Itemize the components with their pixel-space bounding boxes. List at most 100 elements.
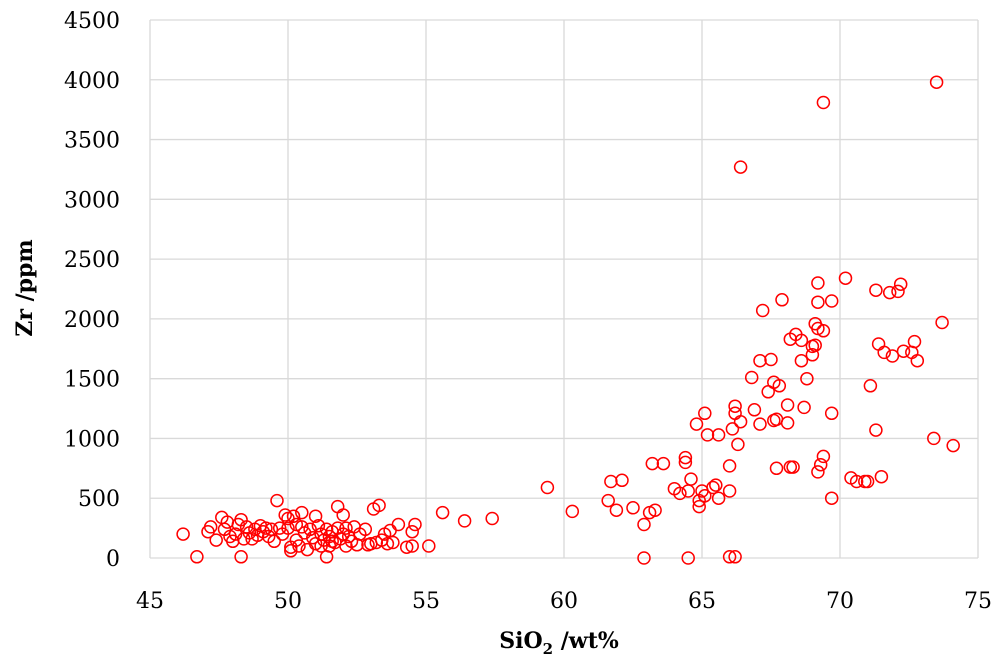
data-point (609, 503, 624, 517)
data-point (816, 324, 831, 338)
data-point (281, 521, 295, 535)
data-point (753, 353, 767, 368)
data-point (601, 493, 615, 508)
data-point (681, 484, 695, 498)
data-point (747, 403, 762, 417)
data-point (190, 550, 204, 564)
data-point (615, 473, 629, 488)
data-point (457, 514, 472, 528)
data-point (786, 460, 800, 474)
data-point (709, 478, 723, 492)
data-point (358, 522, 373, 537)
data-point (684, 472, 698, 486)
y-tick-label: 2500 (64, 248, 120, 273)
y-tick-label: 1500 (64, 368, 120, 393)
data-point (435, 505, 450, 520)
y-tick-label: 2000 (64, 308, 120, 333)
data-point (783, 460, 798, 474)
data-point (882, 285, 897, 300)
data-point (678, 455, 693, 470)
x-axis-title-unit: /wt% (553, 628, 619, 654)
data-point (811, 295, 825, 309)
data-point (408, 517, 422, 532)
data-point (272, 521, 287, 535)
data-point (295, 505, 309, 520)
y-tick-label: 500 (78, 487, 120, 512)
data-point (678, 450, 693, 465)
data-point (813, 457, 828, 472)
data-points (176, 75, 960, 565)
data-point (209, 533, 223, 547)
data-point (700, 428, 715, 442)
data-point (838, 271, 853, 285)
x-tick-label: 75 (964, 589, 992, 614)
data-point (711, 428, 726, 442)
data-point (755, 303, 770, 318)
data-point (907, 334, 922, 349)
data-point (728, 406, 742, 421)
data-point (292, 539, 306, 553)
data-point (858, 474, 872, 489)
data-point (877, 345, 891, 360)
y-tick-label: 0 (106, 547, 120, 572)
data-point (303, 522, 317, 537)
data-point (698, 406, 712, 421)
data-point (728, 399, 742, 413)
data-point (816, 95, 831, 110)
data-point (289, 533, 304, 547)
data-point (860, 474, 875, 489)
data-point (874, 469, 889, 484)
data-point (863, 379, 878, 393)
data-point (681, 551, 695, 565)
data-point (626, 501, 640, 515)
data-point (808, 338, 822, 352)
data-point (722, 459, 737, 473)
data-point (485, 511, 499, 526)
data-point (744, 370, 759, 385)
data-point (689, 417, 704, 431)
data-point (722, 550, 737, 564)
data-point (869, 283, 883, 297)
x-axis-title-subscript: 2 (543, 640, 553, 658)
data-point (648, 503, 662, 517)
data-point (800, 371, 814, 386)
data-point (399, 540, 414, 554)
y-tick-label: 4500 (64, 9, 120, 34)
data-point (604, 474, 618, 489)
data-point (386, 535, 400, 550)
data-point (775, 293, 789, 307)
data-point (824, 491, 839, 505)
x-tick-label: 55 (412, 589, 440, 614)
y-tick-label: 4000 (64, 69, 120, 94)
data-point (405, 524, 419, 539)
data-point (637, 551, 651, 565)
x-axis-tick-labels: 45 50 55 60 65 70 75 (136, 589, 992, 614)
data-point (893, 277, 908, 291)
data-point (731, 437, 745, 452)
data-point (869, 423, 883, 437)
data-point (769, 461, 784, 476)
data-point (733, 160, 748, 174)
y-axis-tick-labels: 0 500 1000 1500 2000 2500 3000 3500 4000 4500 (64, 9, 120, 572)
data-point (565, 504, 580, 519)
data-point (764, 352, 778, 367)
data-point (239, 520, 254, 534)
data-point (728, 550, 742, 564)
data-point (849, 474, 864, 489)
data-point (927, 431, 941, 446)
data-point (871, 337, 886, 351)
data-point (733, 414, 748, 429)
x-tick-label: 60 (550, 589, 578, 614)
data-point (339, 521, 353, 535)
data-point (278, 508, 292, 522)
data-point (330, 499, 345, 514)
data-point (722, 484, 737, 498)
data-point (405, 539, 419, 553)
data-point (692, 499, 706, 514)
data-point (540, 480, 555, 495)
data-point (935, 315, 949, 330)
data-point (805, 348, 820, 362)
data-point (946, 438, 960, 453)
data-point (711, 491, 726, 505)
